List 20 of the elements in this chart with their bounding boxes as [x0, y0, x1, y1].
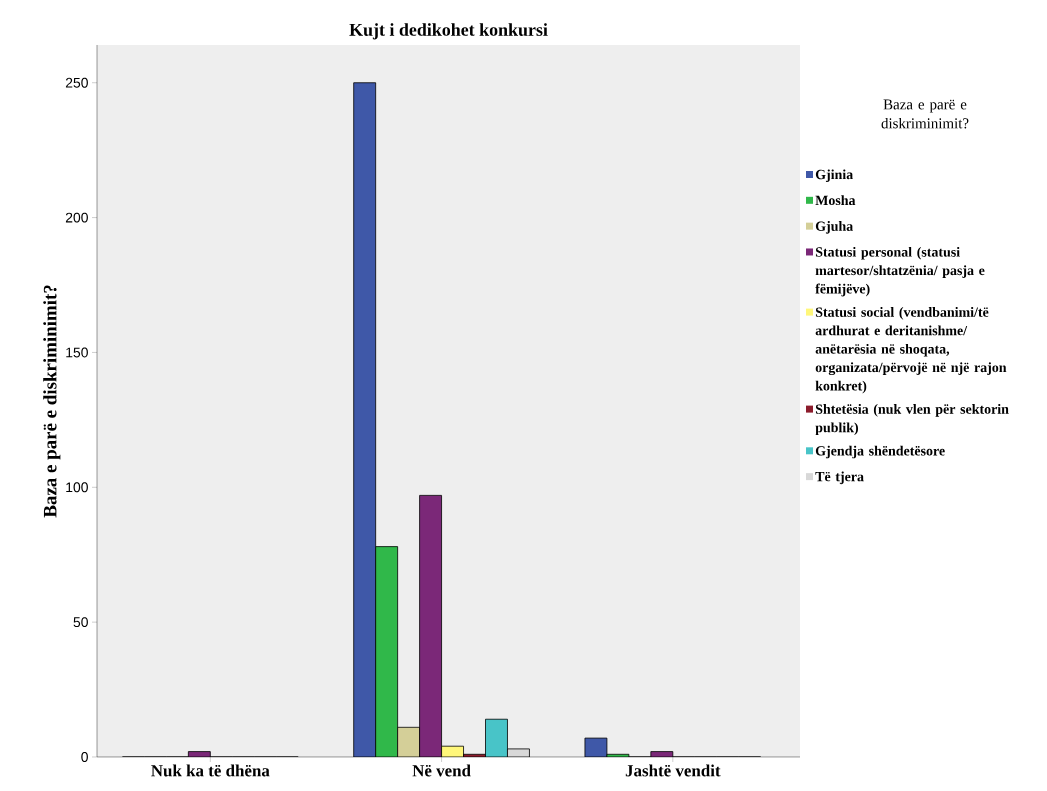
x-tick-label: Nuk ka të dhëna: [151, 764, 270, 777]
y-tick-label: 150: [66, 347, 88, 358]
y-axis-title: Baza e parë e diskriminimit?: [43, 285, 61, 518]
legend-label: Gjuha: [815, 221, 853, 234]
y-tick-label: 0: [81, 752, 88, 762]
legend-label: Të tjera: [815, 471, 864, 485]
y-tick-label: 100: [66, 482, 88, 493]
chart-title: Kujt i dedikohet konkursi: [349, 23, 548, 40]
legend-label: Gjendja shëndetësore: [815, 445, 945, 459]
x-tick-label: Në vend: [412, 764, 471, 777]
legend-label: Shtetësia (nuk vlen për sektorin publik): [815, 404, 1009, 436]
legend-label: Statusi personal (statusi martesor/shtatzënia/ pasja e fëmijëve): [815, 246, 985, 297]
legend-label: Mosha: [815, 195, 856, 206]
x-tick-label: Jashtë vendit: [625, 764, 721, 777]
y-tick-label: 50: [73, 617, 88, 628]
legend-label: Statusi social (vendbanimi/të ardhurat e deritanishme/ anëtarësia në shoqata, organizata/përvojë në një rajon konkret): [815, 307, 1007, 394]
legend-label: Gjinia: [815, 169, 853, 183]
y-tick-label: 200: [65, 212, 88, 223]
y-tick-label: 250: [65, 77, 88, 88]
legend-title: Baza e parë e diskriminimit?: [881, 99, 969, 129]
